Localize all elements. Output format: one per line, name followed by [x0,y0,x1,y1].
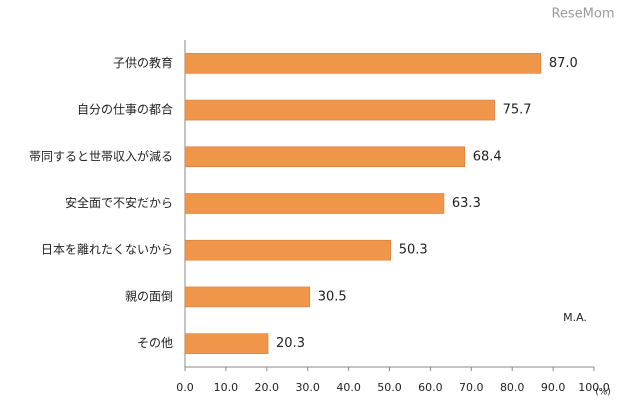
bar [184,239,392,261]
y-tick-label: 親の面倒 [125,289,173,303]
y-tick-label: その他 [137,336,173,350]
unit-label: (%) [595,388,611,398]
x-tick-label: 70.0 [459,381,484,394]
y-tick-label: 帯同すると世帯収入が減る [29,148,173,163]
x-tick-label: 0.0 [176,381,194,394]
y-tick-label: 安全面で不安だから [65,195,173,210]
value-label: 20.3 [276,336,305,351]
value-label: 87.0 [549,56,578,71]
x-tick-label: 90.0 [541,381,566,394]
bar [184,333,269,354]
x-tick-label: 100.0 [578,381,610,394]
y-tick-label: 子供の教育 [113,55,173,70]
value-label: 75.7 [503,103,532,118]
bar [184,193,445,214]
note: M.A. [563,311,587,324]
bar [184,53,542,74]
bar [184,146,466,168]
value-label: 63.3 [452,196,481,211]
x-tick-label: 50.0 [377,381,402,394]
x-tick-label: 20.0 [255,381,280,394]
bar [184,99,495,121]
bar [184,286,311,308]
value-label: 68.4 [473,149,502,164]
value-label: 50.3 [399,243,428,258]
x-tick-label: 10.0 [214,381,239,394]
watermark: ReseMom [551,7,614,22]
y-tick-label: 自分の仕事の都合 [77,102,173,117]
x-tick-label: 30.0 [295,381,320,394]
x-tick-label: 40.0 [336,381,361,394]
y-tick-label: 日本を離れたくないから [41,243,173,257]
x-tick-label: 80.0 [500,381,525,394]
value-label: 30.5 [318,289,347,304]
x-tick-label: 60.0 [418,381,443,394]
